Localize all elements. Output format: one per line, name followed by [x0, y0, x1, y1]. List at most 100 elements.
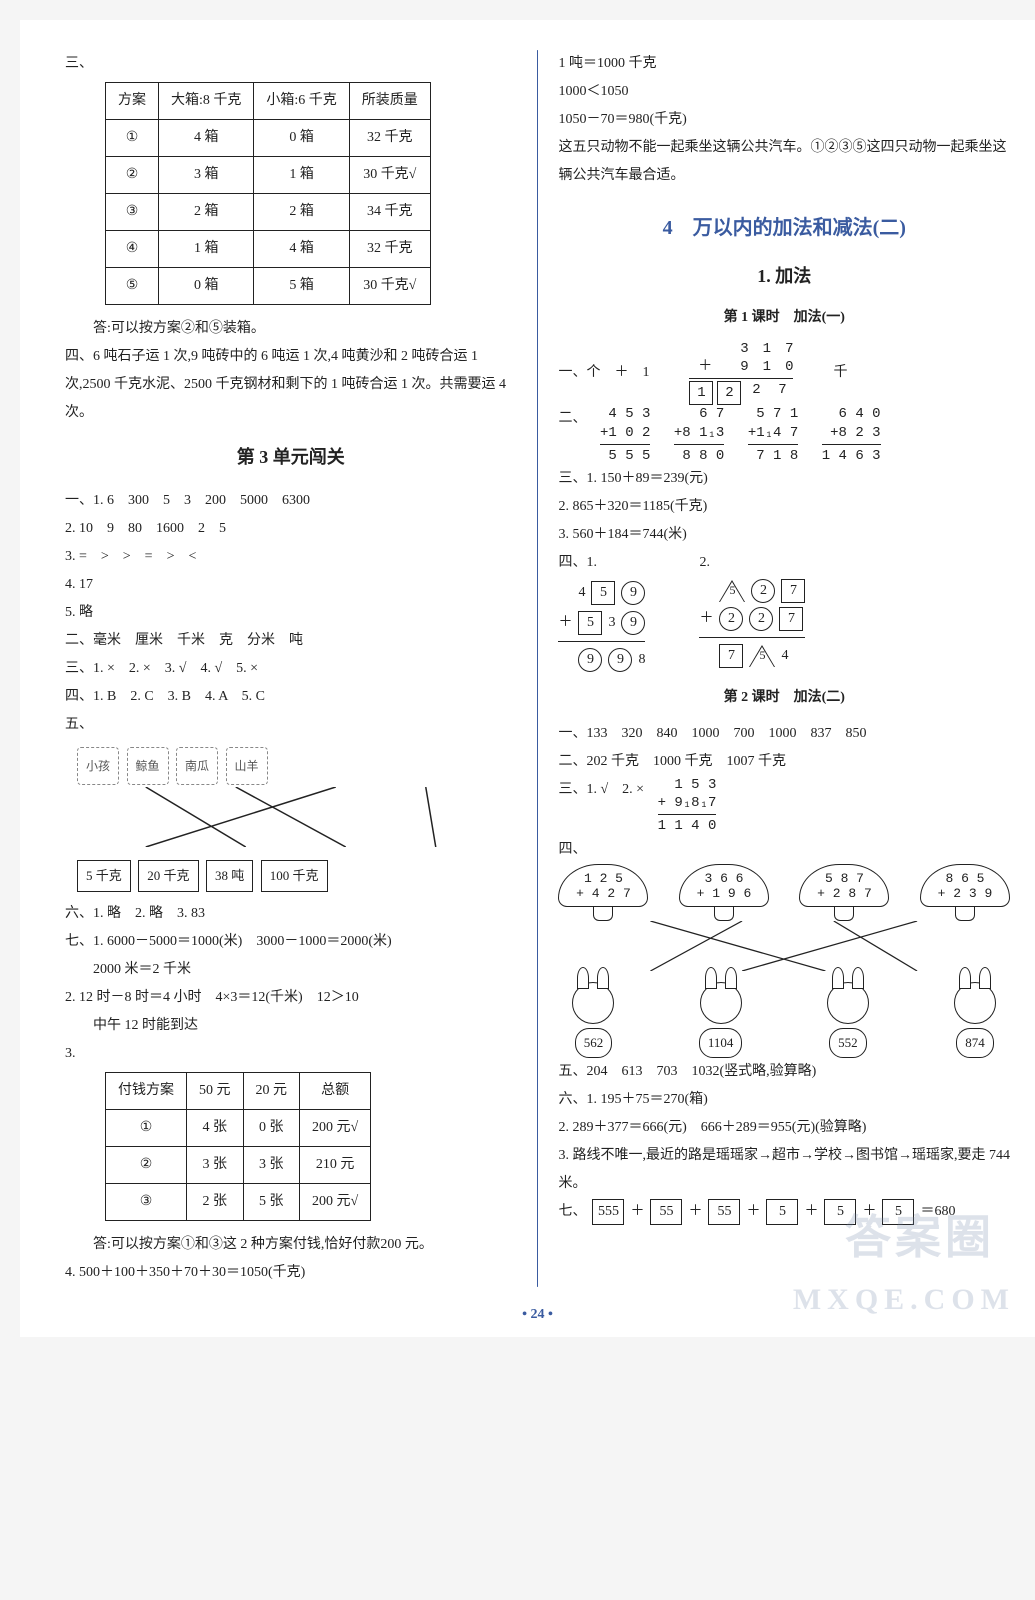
calc-column: 6 7 +8 1₁3 8 8 0	[674, 405, 724, 465]
r-line: 3. 560＋184＝744(米)	[558, 521, 1010, 549]
mushroom-icon: 8 6 5+ 2 3 9	[920, 864, 1010, 921]
r-line: 3. 路线不唯一,最近的路是瑶瑶家→超市→学校→图书馆→瑶瑶家,要走 744 米…	[558, 1142, 1010, 1198]
u3-line: 三、1. × 2. × 3. √ 4. √ 5. ×	[65, 655, 517, 683]
table-row: ②3 张3 张210 元	[106, 1147, 371, 1184]
u3-line: 四、1. B 2. C 3. B 4. A 5. C	[65, 683, 517, 711]
lesson1-title: 第 1 课时 加法(一)	[558, 304, 1010, 332]
l2-three: 三、1. √ 2. × 1 5 3 + 9₁8₁7 1 1 4 0	[558, 776, 1010, 836]
item-four-text: 四、6 吨石子运 1 次,9 吨砖中的 6 吨运 1 次,4 吨黄沙和 2 吨砖…	[65, 343, 517, 427]
pumpkin-icon: 南瓜	[176, 747, 218, 785]
page: 三、 方案 大箱:8 千克 小箱:6 千克 所装质量 ①4 箱0 箱32 千克 …	[20, 20, 1035, 1337]
bunny-icon: 552	[813, 982, 883, 1058]
u3-line: 2. 12 时－8 时＝4 小时 4×3＝12(千米) 12＞10	[65, 984, 517, 1012]
l1-one-calc: 3 1 7 ＋ 9 1 0 1 2 2 7	[689, 340, 793, 405]
u3-line: 六、1. 略 2. 略 3. 83	[65, 900, 517, 928]
table-row: ③2 张5 张200 元√	[106, 1184, 371, 1221]
bunny-icon: 874	[940, 982, 1010, 1058]
calc-column: 5 7 1 +1₁4 7 7 1 8	[748, 405, 798, 465]
box-plan-table: 方案 大箱:8 千克 小箱:6 千克 所装质量 ①4 箱0 箱32 千克 ②3 …	[105, 82, 431, 305]
digit: 7	[771, 381, 793, 405]
lesson2-title: 第 2 课时 加法(二)	[558, 684, 1010, 712]
th: 小箱:6 千克	[254, 83, 349, 120]
child-icon: 小孩	[77, 747, 119, 785]
u3-line: 3. = > > = > <	[65, 543, 517, 571]
r-line: 六、1. 195＋75＝270(箱)	[558, 1086, 1010, 1114]
r-line: 这五只动物不能一起乘坐这辆公共汽车。①②③⑤这四只动物一起乘坐这辆公共汽车最合适…	[558, 134, 1010, 190]
left-column: 三、 方案 大箱:8 千克 小箱:6 千克 所装质量 ①4 箱0 箱32 千克 …	[50, 50, 532, 1287]
table-row: ③2 箱2 箱34 千克	[106, 194, 431, 231]
u3-line: 2000 米＝2 千米	[65, 956, 517, 984]
unit-qian: 千	[833, 359, 847, 387]
mushroom-icon: 3 6 6+ 1 9 6	[679, 864, 769, 921]
mushroom-icon: 1 2 5+ 4 2 7	[558, 864, 648, 921]
answer-box: 2	[717, 381, 741, 405]
l1-two: 二、 4 5 3 +1 0 2 5 5 5 6 7 +8 1₁3 8 8 0 5…	[558, 405, 1010, 465]
column-divider	[537, 50, 539, 1287]
bunny-icon: 562	[558, 982, 628, 1058]
u3-7-3-label: 3.	[65, 1040, 517, 1068]
bunny-icon: 1104	[686, 982, 756, 1058]
r-line: 2. 865＋320＝1185(千克)	[558, 493, 1010, 521]
r-line: 三、1. 150＋89＝239(元)	[558, 465, 1010, 493]
u3-line: 中午 12 时能到达	[65, 1012, 517, 1040]
weight-box: 20 千克	[138, 860, 198, 892]
match-lines	[75, 787, 517, 847]
l2-4-label: 四、	[558, 836, 1010, 864]
th: 方案	[106, 83, 159, 120]
table-header-row: 方案 大箱:8 千克 小箱:6 千克 所装质量	[106, 83, 431, 120]
weight-box: 100 千克	[261, 860, 328, 892]
u3-line: 4. 500＋100＋350＋70＋30＝1050(千克)	[65, 1259, 517, 1287]
l1-one-label: 一、个 ＋ 1	[558, 359, 649, 387]
mushroom-match-lines	[558, 921, 1010, 971]
th: 所装质量	[349, 83, 430, 120]
puzzle-2: 2. 5 27 ＋227 7 5 4	[699, 549, 805, 672]
bunny-row: 562 1104 552 874	[558, 982, 1010, 1058]
triangle-shape: 5	[749, 645, 775, 667]
calc-column: 1 5 3 + 9₁8₁7 1 1 4 0	[658, 776, 717, 836]
r-line: 2. 289＋377＝666(元) 666＋289＝955(元)(验算略)	[558, 1114, 1010, 1142]
u3-line: 2. 10 9 80 1600 2 5	[65, 515, 517, 543]
u3-five-label: 五、	[65, 711, 517, 739]
whale-icon: 鲸鱼	[127, 747, 169, 785]
mushroom-row: 1 2 5+ 4 2 7 3 6 6+ 1 9 6 5 8 7+ 2 8 7 8…	[558, 864, 1010, 921]
l1-four: 四、1. 459 ＋539 998 2. 5 27 ＋227 7 5 4	[558, 549, 1010, 676]
weight-box: 5 千克	[77, 860, 131, 892]
r-line: 二、202 千克 1000 千克 1007 千克	[558, 748, 1010, 776]
right-column: 1 吨＝1000 千克 1000＜1050 1050－70＝980(千克) 这五…	[543, 50, 1025, 1287]
table-header-row: 付钱方案 50 元 20 元 总额	[106, 1073, 371, 1110]
l1-4-label: 四、1.	[558, 555, 597, 570]
l2-seven: 七、 555＋ 55＋ 55＋ 5＋ 5＋ 5 ＝680	[558, 1198, 1010, 1226]
triangle-shape: 5	[719, 580, 745, 602]
sub-title: 1. 加法	[558, 258, 1010, 294]
l1-two-label: 二、	[558, 411, 586, 426]
r-line: 五、204 613 703 1032(竖式略,验算略)	[558, 1058, 1010, 1086]
table-row: ①4 箱0 箱32 千克	[106, 120, 431, 157]
goat-icon: 山羊	[226, 747, 268, 785]
mushroom-icon: 5 8 7+ 2 8 7	[799, 864, 889, 921]
calc-column: 4 5 3 +1 0 2 5 5 5	[600, 405, 650, 465]
section-three-label: 三、	[65, 50, 517, 78]
r-line: 一、133 320 840 1000 700 1000 837 850	[558, 720, 1010, 748]
l1-4-label2: 2.	[699, 555, 710, 570]
table1-answer: 答:可以按方案②和⑤装箱。	[65, 315, 517, 343]
th: 大箱:8 千克	[159, 83, 254, 120]
r-line: 1000＜1050	[558, 78, 1010, 106]
u3-line: 二、毫米 厘米 千米 克 分米 吨	[65, 627, 517, 655]
table-row: ①4 张0 张200 元√	[106, 1110, 371, 1147]
chapter-title: 4 万以内的加法和减法(二)	[558, 208, 1010, 248]
digit: 2	[745, 381, 767, 405]
r-line: 1 吨＝1000 千克	[558, 50, 1010, 78]
u3-line: 一、1. 6 300 5 3 200 5000 6300	[65, 487, 517, 515]
unit3-title: 第 3 单元闯关	[65, 439, 517, 475]
answer-box: 1	[689, 381, 713, 405]
u3-line: 七、1. 6000－5000＝1000(米) 3000－1000＝2000(米)	[65, 928, 517, 956]
l2-3-label: 三、1. √ 2. ×	[558, 782, 644, 797]
u3-line: 4. 17	[65, 571, 517, 599]
u3-line: 5. 略	[65, 599, 517, 627]
page-number: • 24 •	[20, 1307, 1035, 1323]
r-line: 1050－70＝980(千克)	[558, 106, 1010, 134]
pay-plan-table: 付钱方案 50 元 20 元 总额 ①4 张0 张200 元√ ②3 张3 张2…	[105, 1072, 371, 1221]
puzzle-1: 四、1. 459 ＋539 998	[558, 549, 645, 676]
eq-result: ＝680	[920, 1198, 955, 1226]
table-row: ②3 箱1 箱30 千克√	[106, 157, 431, 194]
